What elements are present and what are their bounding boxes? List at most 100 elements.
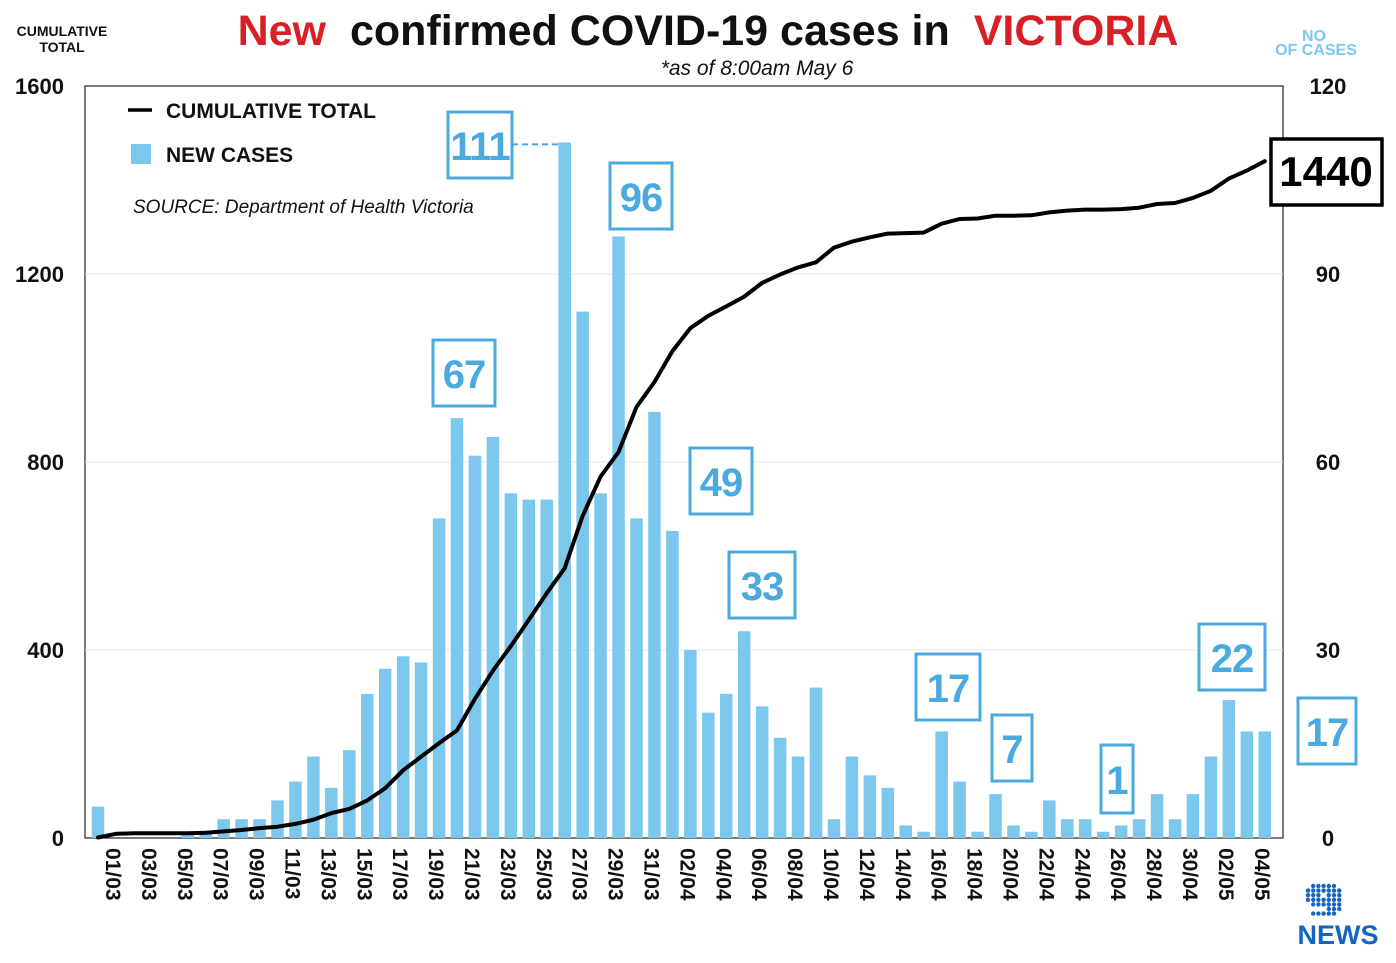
title-part-victoria: VICTORIA bbox=[974, 7, 1179, 55]
logo-dot bbox=[1316, 911, 1321, 916]
bar-21-03 bbox=[450, 418, 464, 838]
right-tick-label: 60 bbox=[1316, 450, 1340, 475]
bar-19-04 bbox=[971, 831, 984, 838]
callout-value: 1 bbox=[1106, 759, 1128, 803]
bar-24-03 bbox=[504, 493, 518, 838]
bar-08-03 bbox=[217, 819, 230, 838]
logo-dot bbox=[1311, 888, 1316, 893]
cumulative-line bbox=[96, 159, 1267, 840]
logo-dot bbox=[1326, 883, 1332, 889]
left-tick-label: 1200 bbox=[15, 262, 64, 287]
bar-01-05 bbox=[1186, 794, 1200, 838]
bar-06-04 bbox=[737, 631, 751, 838]
callout-box bbox=[608, 161, 674, 231]
callout-05-05: 17 bbox=[1296, 696, 1358, 766]
legend: CUMULATIVE TOTAL NEW CASES SOURCE: Depar… bbox=[128, 100, 474, 218]
bar-22-04 bbox=[1025, 831, 1038, 838]
logo-dot bbox=[1331, 906, 1337, 912]
x-tick-label: 31/03 bbox=[640, 848, 663, 901]
logo-dot bbox=[1331, 893, 1337, 898]
x-tick-label: 20/04 bbox=[999, 848, 1022, 901]
bar-17-04 bbox=[935, 731, 948, 838]
bar-20-03 bbox=[432, 518, 446, 838]
x-tick-label: 30/04 bbox=[1178, 848, 1201, 901]
logo-dot bbox=[1316, 902, 1321, 907]
callout-27-03: 111 bbox=[446, 110, 559, 180]
logo-dot bbox=[1305, 893, 1311, 898]
bar-23-03 bbox=[486, 436, 500, 838]
title-part-new: New bbox=[238, 7, 327, 55]
callout-02-04: 49 bbox=[688, 446, 754, 516]
logo-dot bbox=[1316, 897, 1321, 902]
callout-value: 22 bbox=[1211, 637, 1254, 681]
bar-14-04 bbox=[881, 787, 895, 838]
bar-10-04 bbox=[809, 687, 823, 838]
bar-25-03 bbox=[522, 499, 536, 838]
x-tick-label: 27/03 bbox=[568, 848, 591, 901]
logo-dot bbox=[1311, 897, 1316, 902]
logo-dot bbox=[1326, 906, 1332, 912]
x-tick-label: 01/03 bbox=[101, 848, 124, 901]
x-tick-label: 09/03 bbox=[245, 848, 268, 901]
x-tick-label: 23/03 bbox=[496, 848, 519, 901]
bar-12-03 bbox=[289, 781, 302, 838]
nine-logo-dots bbox=[1305, 883, 1342, 916]
x-tick-label: 07/03 bbox=[209, 848, 232, 901]
bar-23-04 bbox=[1043, 800, 1056, 838]
bar-03-05 bbox=[1222, 700, 1236, 838]
callout-value: 33 bbox=[741, 565, 784, 609]
bar-27-03 bbox=[558, 142, 571, 838]
bar-04-04 bbox=[702, 712, 715, 838]
logo-dot bbox=[1316, 893, 1321, 898]
x-tick-label: 05/03 bbox=[173, 848, 196, 901]
logo-dot bbox=[1331, 902, 1337, 907]
bar-26-03 bbox=[540, 499, 553, 838]
logo-dot bbox=[1321, 888, 1326, 893]
x-tick-label: 14/04 bbox=[891, 848, 914, 901]
logo-dot bbox=[1326, 911, 1332, 916]
logo-dot bbox=[1326, 888, 1332, 893]
x-tick-label: 26/04 bbox=[1106, 848, 1129, 901]
logo-dot bbox=[1331, 883, 1337, 889]
final-total-value: 1440 bbox=[1279, 148, 1372, 195]
x-tick-label: 18/04 bbox=[963, 848, 986, 901]
nine-news-logo: NEWS bbox=[1298, 883, 1379, 950]
callout-30-03: 96 bbox=[608, 161, 674, 231]
callout-17-04: 17 bbox=[914, 652, 982, 722]
bar-12-04 bbox=[845, 756, 859, 838]
x-tick-label: 11/03 bbox=[281, 848, 304, 899]
bar-07-03 bbox=[199, 831, 212, 838]
logo-dot bbox=[1337, 888, 1342, 893]
callout-value: 111 bbox=[450, 125, 510, 169]
x-axis-ticks: 01/03 03/03 05/03 07/03 09/03 11/03 13/03 15/03… bbox=[101, 848, 1273, 901]
right-axis-label-line2: OF CASES bbox=[1275, 42, 1357, 59]
logo-dot bbox=[1316, 888, 1321, 893]
logo-dot bbox=[1321, 883, 1326, 889]
x-tick-label: 19/03 bbox=[424, 848, 447, 901]
final-total-callout: 1440 bbox=[1269, 137, 1384, 207]
logo-dot bbox=[1321, 902, 1326, 907]
callout-26-04: 1 bbox=[1099, 743, 1135, 815]
left-axis-ticks: 0 400 800 1200 1600 bbox=[15, 74, 64, 851]
x-tick-label: 06/04 bbox=[747, 848, 770, 901]
callout-06-04: 33 bbox=[727, 550, 797, 620]
x-tick-label: 22/04 bbox=[1034, 848, 1057, 901]
bar-18-03 bbox=[396, 656, 410, 838]
bar-28-04 bbox=[1132, 819, 1146, 838]
logo-dot bbox=[1305, 897, 1311, 902]
bar-22-03 bbox=[468, 455, 482, 838]
bar-21-04 bbox=[1007, 825, 1020, 838]
callout-box bbox=[431, 338, 497, 408]
bar-25-04 bbox=[1079, 819, 1092, 838]
callout-box bbox=[1296, 696, 1358, 766]
logo-dot bbox=[1337, 893, 1342, 898]
x-tick-label: 03/03 bbox=[137, 848, 160, 901]
callout-value: 67 bbox=[443, 353, 486, 397]
bar-16-04 bbox=[917, 831, 930, 838]
bar-17-03 bbox=[378, 668, 392, 838]
x-tick-label: 24/04 bbox=[1070, 848, 1093, 901]
x-tick-label: 15/03 bbox=[352, 848, 375, 901]
bars bbox=[91, 142, 1271, 839]
x-tick-label: 13/03 bbox=[316, 848, 339, 901]
